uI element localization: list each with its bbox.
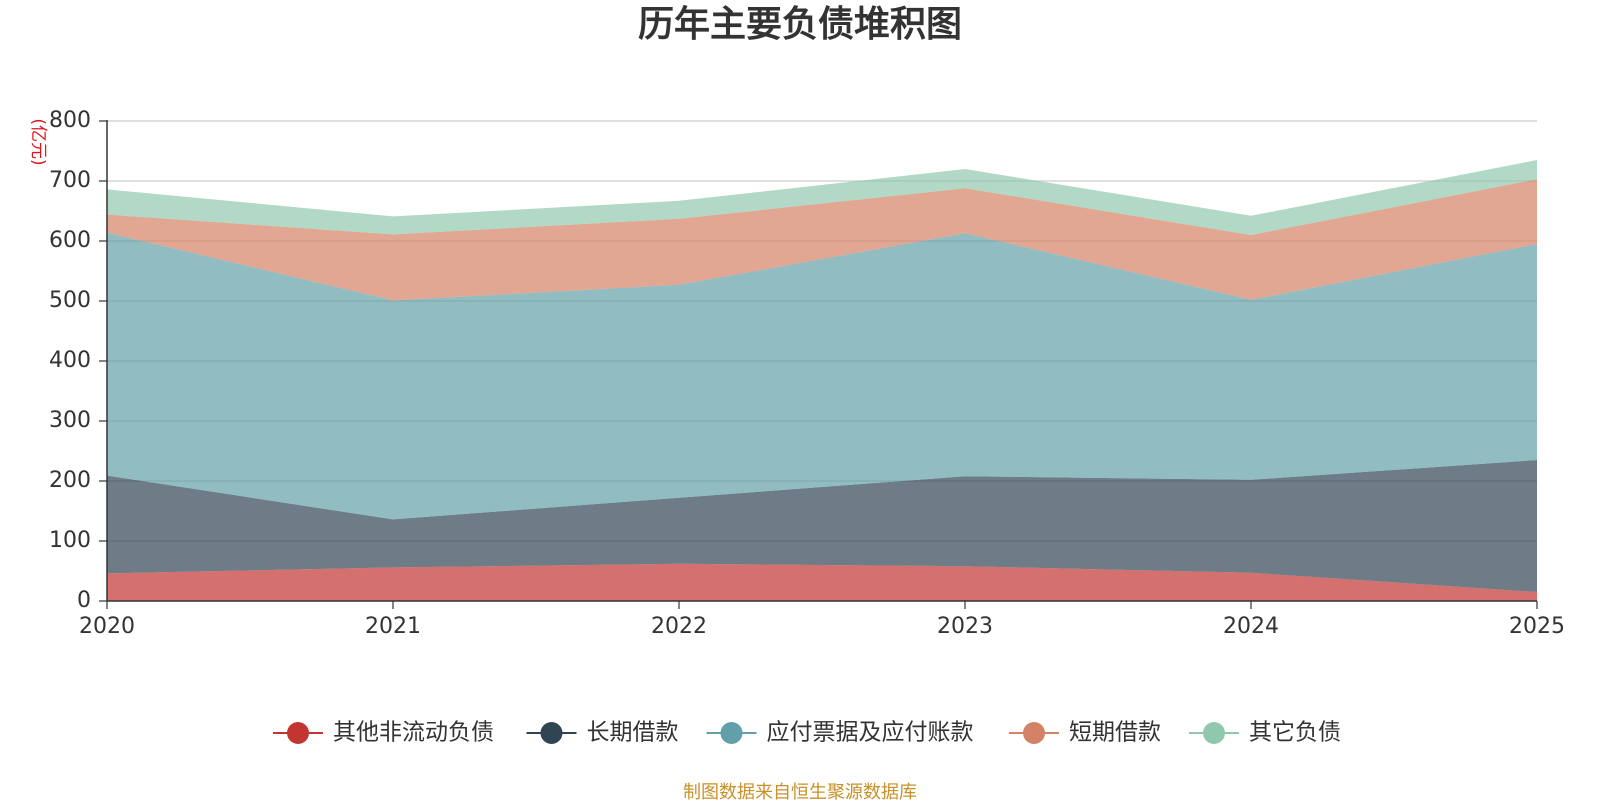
legend-marker <box>287 722 309 744</box>
legend-item-4[interactable]: 短期借款 <box>1009 720 1161 746</box>
y-tick-label: 500 <box>49 288 91 313</box>
legend-item-1[interactable]: 其他非流动负债 <box>273 720 494 746</box>
legend-label: 其它负债 <box>1249 720 1341 746</box>
area-series-1[interactable] <box>107 563 1537 601</box>
legend-marker <box>1203 722 1225 744</box>
legend[interactable]: 其他非流动负债 长期借款 应付票据及应付账款 短期借款 其它负债 <box>273 720 1341 746</box>
legend-label: 应付票据及应付账款 <box>767 720 974 746</box>
y-tick-label: 400 <box>49 348 91 373</box>
y-tick-label: 300 <box>49 408 91 433</box>
legend-marker <box>540 722 563 744</box>
y-tick-label: 700 <box>49 168 91 193</box>
y-tick-label: 800 <box>49 108 91 133</box>
legend-label: 其他非流动负债 <box>333 720 494 746</box>
x-tick-label: 2021 <box>365 614 421 639</box>
area-series-3[interactable] <box>107 232 1537 520</box>
y-tick-label: 600 <box>49 228 91 253</box>
y-unit-label: (亿元) <box>28 118 48 165</box>
axes: 0 100 200 300 400 500 600 700 800 2020 2021 2022 202… <box>49 108 1565 639</box>
area-series-4[interactable] <box>107 179 1537 301</box>
x-tick-label: 2024 <box>1223 614 1279 639</box>
y-tick-label: 0 <box>77 588 91 613</box>
legend-item-3[interactable]: 应付票据及应付账款 <box>706 720 974 746</box>
legend-marker <box>1023 722 1045 744</box>
y-tick-label: 100 <box>49 528 91 553</box>
legend-item-2[interactable]: 长期借款 <box>526 720 679 746</box>
x-tick-label: 2022 <box>651 614 707 639</box>
legend-label: 长期借款 <box>587 720 679 746</box>
x-tick-label: 2025 <box>1509 614 1565 639</box>
area-series <box>107 160 1537 601</box>
chart-title: 历年主要负债堆积图 <box>638 4 962 45</box>
area-series-2[interactable] <box>107 460 1537 592</box>
legend-marker <box>720 722 743 744</box>
legend-label: 短期借款 <box>1069 720 1161 746</box>
x-tick-label: 2023 <box>937 614 993 639</box>
y-tick-label: 200 <box>49 468 91 493</box>
data-source-note: 制图数据来自恒生聚源数据库 <box>683 782 917 803</box>
legend-item-5[interactable]: 其它负债 <box>1189 720 1341 746</box>
area-series-5[interactable] <box>107 160 1537 235</box>
x-tick-label: 2020 <box>79 614 135 639</box>
